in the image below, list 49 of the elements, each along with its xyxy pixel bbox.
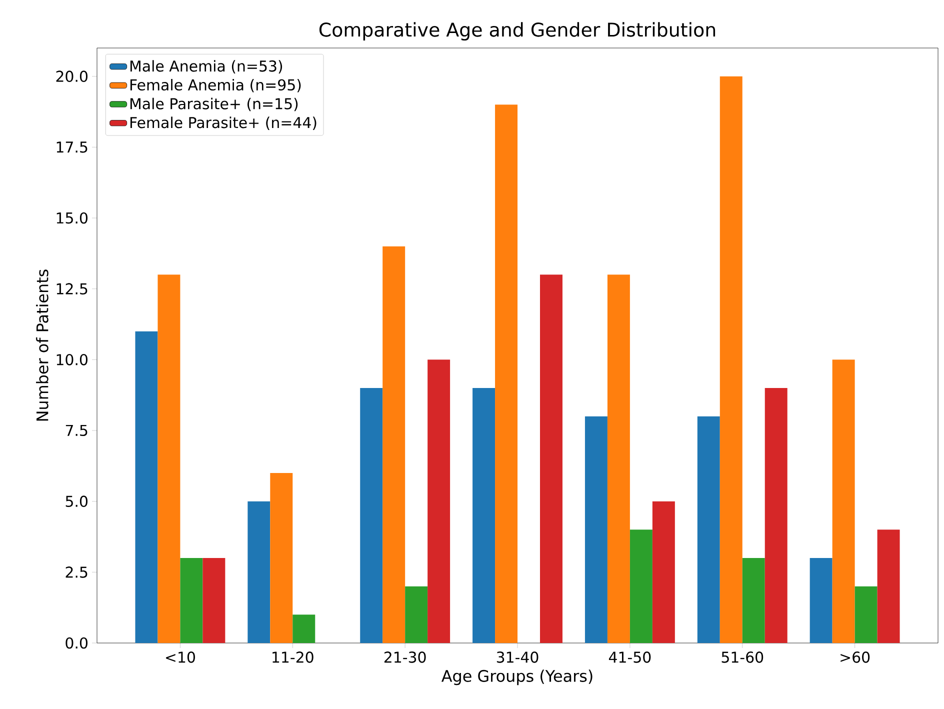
x-tick-label: >60 [840, 652, 870, 663]
y-tick-label: 10.0 [56, 354, 88, 366]
y-axis-title: Number of Patients [36, 270, 48, 421]
bar [697, 416, 720, 643]
bar [428, 360, 450, 643]
bar [248, 501, 270, 643]
bar [135, 331, 158, 643]
x-tick-label: <10 [166, 652, 195, 663]
y-tick-label: 7.5 [66, 424, 88, 436]
y-tick-label: 12.5 [56, 283, 88, 294]
legend-label: Female Anemia (n=95) [130, 78, 301, 92]
bar [158, 274, 180, 643]
bar [630, 530, 652, 643]
x-tick-label: 11-20 [272, 652, 314, 663]
bar [832, 360, 855, 643]
x-tick-label: 21-30 [384, 652, 426, 663]
bar [854, 586, 878, 643]
bar [360, 388, 383, 643]
bar [584, 416, 608, 643]
bar [764, 388, 788, 643]
bar [877, 530, 900, 643]
x-tick-label: 41-50 [608, 652, 651, 663]
legend-label: Female Parasite+ (n=44) [130, 116, 316, 130]
bar [180, 558, 203, 643]
y-tick-label: 17.5 [56, 142, 88, 153]
bar [607, 274, 630, 643]
bar [292, 614, 316, 643]
legend-label: Male Anemia (n=53) [130, 60, 282, 74]
y-tick-label: 2.5 [66, 566, 88, 578]
bar [810, 558, 832, 643]
bar [472, 388, 496, 643]
x-axis-title: Age Groups (Years) [441, 670, 592, 686]
bar [720, 76, 742, 643]
bar [652, 501, 675, 643]
bar [742, 558, 765, 643]
x-tick-label: 51-60 [722, 652, 764, 663]
bar [495, 104, 518, 643]
bar [202, 558, 226, 643]
x-tick-label: 31-40 [496, 652, 538, 663]
y-tick-label: 5.0 [66, 496, 88, 507]
bar [382, 246, 406, 643]
bar [270, 473, 293, 643]
chart-title: Comparative Age and Gender Distribution [319, 22, 716, 40]
bar [405, 586, 428, 643]
y-tick-label: 0.0 [66, 637, 88, 649]
y-tick-label: 15.0 [56, 212, 88, 224]
bar [540, 274, 562, 643]
legend-label: Male Parasite+ (n=15) [130, 98, 298, 112]
y-tick-label: 20.0 [56, 70, 88, 82]
